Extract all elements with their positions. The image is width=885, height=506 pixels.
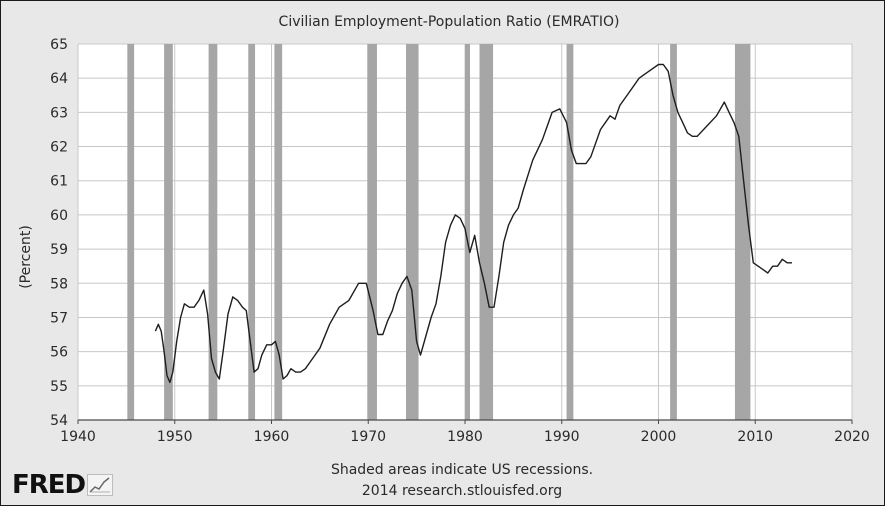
footer-recession-note: Shaded areas indicate US recessions.	[331, 462, 593, 478]
y-tick-label: 57	[50, 310, 68, 326]
footer-source: 2014 research.stlouisfed.org	[362, 483, 562, 499]
x-tick-labels: 1940 1950 1960 1970 1980 1990 2000 2010 2020	[60, 420, 870, 445]
recession-band	[164, 44, 173, 420]
y-tick-label: 63	[50, 105, 68, 121]
chart-title: Civilian Employment-Population Ratio (EM…	[279, 14, 620, 30]
x-tick-label: 1960	[254, 429, 290, 445]
y-tick-label: 65	[50, 37, 68, 53]
y-tick-label: 64	[50, 71, 68, 87]
x-tick-label: 1970	[350, 429, 386, 445]
y-tick-label: 59	[50, 242, 68, 258]
y-tick-label: 61	[50, 174, 68, 190]
recession-band	[274, 44, 283, 420]
recession-band	[127, 44, 135, 420]
x-tick-label: 2010	[737, 429, 773, 445]
y-tick-label: 55	[50, 379, 68, 395]
x-tick-label: 1990	[544, 429, 580, 445]
y-tick-labels: 54 55 56 57 58 59 60 61 62 63 64 65	[50, 37, 68, 429]
recession-band	[367, 44, 377, 420]
recession-shading	[127, 44, 751, 420]
recession-band	[465, 44, 470, 420]
x-tick-label: 1940	[60, 429, 96, 445]
recession-band	[248, 44, 256, 420]
fred-logo: FRED	[12, 470, 114, 500]
x-tick-label: 1950	[157, 429, 193, 445]
fred-logo-text: FRED	[12, 470, 86, 500]
x-tick-label: 2020	[834, 429, 870, 445]
y-tick-label: 58	[50, 276, 68, 292]
y-tick-label: 60	[50, 208, 68, 224]
x-tick-label: 2000	[641, 429, 677, 445]
x-tick-label: 1980	[447, 429, 483, 445]
recession-band	[734, 44, 751, 420]
fred-chart-icon	[87, 474, 114, 496]
y-tick-label: 54	[50, 413, 68, 429]
recession-band	[208, 44, 218, 420]
y-tick-label: 56	[50, 345, 68, 361]
recession-band	[479, 44, 494, 420]
series-group	[154, 63, 792, 384]
series-line	[154, 63, 792, 384]
y-tick-label: 62	[50, 140, 68, 156]
recession-band	[405, 44, 419, 420]
y-axis-label: (Percent)	[18, 225, 34, 289]
recession-band	[670, 44, 677, 420]
recession-band	[566, 44, 574, 420]
